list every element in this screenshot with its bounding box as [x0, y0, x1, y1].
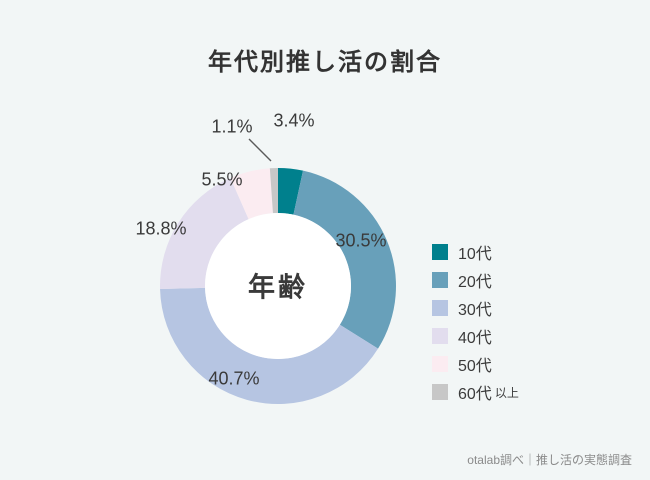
donut-segment-10代	[278, 168, 304, 215]
donut-hole	[205, 213, 351, 359]
donut-center-label: 年齢	[248, 272, 308, 303]
legend-label: 20代	[458, 274, 492, 291]
legend-label: 30代	[458, 302, 492, 319]
segment-label-20s: 30.5%	[335, 230, 387, 251]
donut-segment-30代	[160, 287, 379, 404]
label-leader-line	[248, 138, 272, 162]
legend-swatch-50s	[432, 356, 448, 372]
legend-item-20s: 20代	[432, 266, 519, 294]
donut-segment-60代以上	[269, 168, 278, 214]
segment-label-60s: 1.1%	[211, 116, 253, 137]
segment-label-50s: 5.5%	[201, 169, 243, 190]
legend-item-30s: 30代	[432, 294, 519, 322]
legend-label: 40代	[458, 330, 492, 347]
legend-label-suffix: 以上	[494, 385, 519, 400]
segment-label-40s: 18.8%	[135, 218, 187, 239]
legend-item-40s: 40代	[432, 322, 519, 350]
donut-segment-20代	[293, 170, 397, 349]
legend-label: 60代	[458, 386, 492, 403]
legend-swatch-60s	[432, 384, 448, 400]
chart-title: 年代別推し活の割合	[208, 49, 442, 76]
donut-segment-40代	[160, 178, 249, 289]
source-credit: otalab調べ｜推し活の実態調査	[467, 453, 632, 467]
legend-item-50s: 50代	[432, 350, 519, 378]
legend-label: 50代	[458, 358, 492, 375]
legend-swatch-20s	[432, 272, 448, 288]
legend-item-10s: 10代	[432, 238, 519, 266]
legend-item-60s: 60代 以上	[432, 378, 519, 406]
legend-swatch-10s	[432, 244, 448, 260]
legend: 10代 20代 30代 40代 50代 60代 以上	[432, 238, 519, 406]
segment-label-30s: 40.7%	[208, 368, 260, 389]
segment-label-10s: 3.4%	[273, 110, 315, 131]
legend-swatch-30s	[432, 300, 448, 316]
legend-label: 10代	[458, 246, 492, 263]
donut-segment-50代	[230, 168, 273, 220]
legend-swatch-40s	[432, 328, 448, 344]
